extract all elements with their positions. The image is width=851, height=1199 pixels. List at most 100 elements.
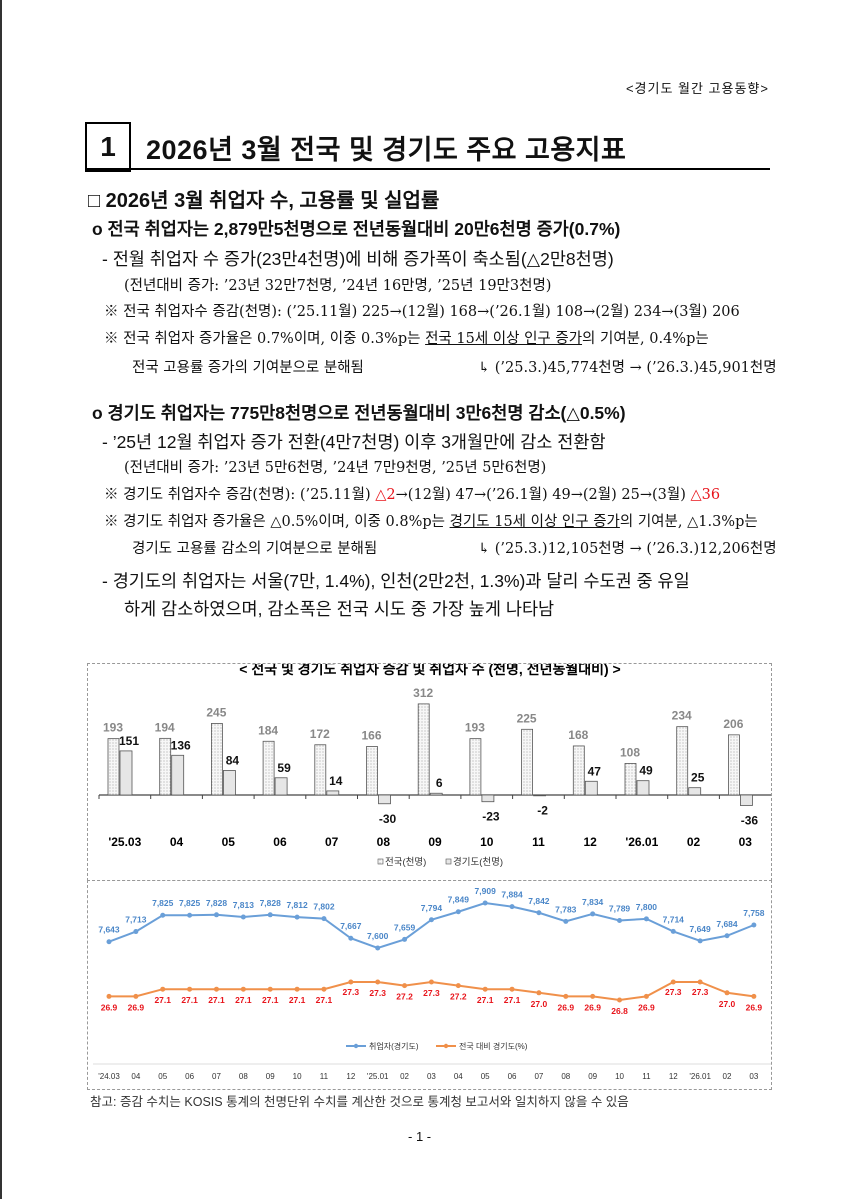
point-employed: [697, 938, 703, 944]
label-gyeonggi: 25: [691, 771, 705, 785]
bar-national: [314, 744, 327, 796]
legend-label: 경기도(천명): [453, 856, 503, 868]
label-gyeonggi: 6: [436, 776, 443, 790]
x-tick-label: 12: [583, 835, 597, 849]
section-heading: □ 2026년 3월 취업자 수, 고용률 및 실업률: [88, 190, 440, 212]
point-employed: [428, 917, 434, 923]
label-gyeonggi: 14: [329, 774, 343, 788]
point-share: [563, 993, 569, 999]
bar-national: [469, 738, 482, 796]
national-note3-population: ↳ (’25.3.)45,774천명 → (’26.3.)45,901천명: [478, 360, 777, 376]
label-national: 312: [413, 686, 433, 700]
data-label-share: 27.2: [450, 992, 467, 1002]
point-employed: [536, 910, 542, 916]
label-national: 108: [620, 745, 640, 759]
data-label-employed: 7,667: [340, 921, 362, 931]
legend-label: 전국(천명): [385, 857, 426, 868]
bar-national: [107, 738, 120, 796]
label-national: 234: [672, 709, 692, 723]
label-national: 206: [723, 717, 743, 731]
x-tick-label: 07: [325, 835, 339, 849]
page-number: - 1 -: [408, 1129, 432, 1144]
point-share: [133, 993, 139, 999]
title-bg: [178, 658, 698, 680]
point-employed: [563, 918, 569, 924]
national-headline: o 전국 취업자는 2,879만5천명으로 전년동월대비 20만6천명 증가(0…: [92, 219, 621, 239]
gyeonggi-sub2-line1: - 경기도의 취업자는 서울(7만, 1.4%), 인천(2만2천, 1.3%)…: [102, 571, 690, 591]
gyeonggi-note1: ※ 경기도 취업자수 증감(천명): (’25.11월) △2→(12월) 47…: [104, 483, 720, 504]
data-label-employed: 7,842: [528, 896, 550, 906]
data-label-share: 27.3: [423, 988, 440, 998]
x-tick-label: 09: [266, 1072, 275, 1081]
text: 의 기여분, △1.3%p는: [619, 514, 758, 530]
point-employed: [590, 911, 596, 917]
gyeonggi-note3-population: ↳ (’25.3.)12,105천명 → (’26.3.)12,206천명: [478, 541, 777, 557]
x-tick-label: 05: [222, 835, 236, 849]
legend-label: 취업자(경기도): [369, 1041, 419, 1051]
point-employed: [267, 912, 273, 918]
gyeonggi-sub2-line2: 하게 감소하였으며, 감소폭은 전국 시도 중 가장 높게 나타남: [124, 599, 555, 619]
label-national: 193: [103, 721, 123, 735]
x-tick-label: '24.03: [98, 1072, 120, 1081]
x-tick-label: 04: [454, 1072, 463, 1081]
bar-gyeonggi: [584, 780, 598, 796]
point-share: [348, 979, 354, 985]
bar-national: [624, 763, 637, 796]
page-edge: [0, 0, 2, 1199]
x-tick-label: 03: [749, 1072, 758, 1081]
negative-value: △36: [690, 487, 721, 503]
x-tick-label: 03: [739, 835, 753, 849]
x-tick-label: 02: [400, 1072, 409, 1081]
x-tick-label: '26.01: [689, 1072, 711, 1081]
point-share: [643, 993, 649, 999]
bar-gyeonggi: [274, 777, 288, 796]
underlined-text: 전국 15세 이상 인구 증가: [425, 331, 583, 347]
section-number-box: 1: [85, 122, 131, 172]
label-national: 184: [258, 723, 278, 737]
point-share: [509, 986, 515, 992]
x-tick-label: '25.01: [367, 1072, 389, 1081]
bar-national: [366, 746, 378, 796]
data-label-employed: 7,909: [475, 886, 497, 896]
data-label-share: 26.9: [558, 1002, 575, 1012]
line-chart-box: 7,643 7,713 7,825 7,825 7,828 7,813 7,828 7,812…: [87, 880, 772, 1090]
point-share: [536, 990, 542, 996]
x-tick-label: 07: [212, 1072, 221, 1081]
x-tick-label: 12: [346, 1072, 355, 1081]
national-sub1-detail: (전년대비 증가: ’23년 32만7천명, ’24년 16만명, ’25년 1…: [124, 278, 552, 294]
legend-swatch: [377, 858, 384, 865]
text: ※ 경기도 취업자수 증감(천명): (’25.11월): [104, 487, 376, 503]
point-employed: [375, 945, 381, 951]
bar-national: [521, 728, 534, 796]
point-employed: [617, 917, 623, 923]
x-tick-label: 02: [687, 835, 701, 849]
data-label-share: 27.2: [396, 992, 413, 1002]
label-national: 193: [465, 721, 485, 735]
point-share: [321, 986, 327, 992]
bar-national: [211, 723, 223, 796]
text: →(12월) 47→(’26.1월) 49→(2월) 25→(3월): [395, 487, 691, 503]
point-share: [375, 979, 381, 985]
x-tick-label: 11: [320, 1072, 329, 1081]
data-label-share: 27.3: [369, 988, 386, 998]
data-label-share: 27.1: [154, 995, 171, 1005]
data-label-share: 27.1: [235, 995, 252, 1005]
text: 의 기여분, 0.4%p는: [582, 331, 709, 347]
bar-chart-box: < 전국 및 경기도 취업자 증감 및 취업자 수 (천명, 전년동월대비) >…: [87, 658, 772, 881]
text: ※ 전국 취업자 증가율은 0.7%이며, 이중 0.3%p는: [104, 331, 426, 347]
data-label-share: 27.1: [262, 995, 279, 1005]
point-employed: [348, 935, 354, 941]
bar-gyeonggi: [533, 794, 547, 797]
data-label-employed: 7,713: [125, 915, 147, 925]
data-label-share: 27.0: [719, 999, 736, 1009]
negative-value: △2: [375, 487, 396, 503]
gyeonggi-sub1-detail: (전년대비 증가: ’23년 5만6천명, ’24년 7만9천명, ’25년 5…: [124, 460, 547, 476]
national-note2: ※ 전국 취업자 증가율은 0.7%이며, 이중 0.3%p는 전국 15세 이…: [104, 327, 709, 348]
point-employed: [670, 928, 676, 934]
label-national: 166: [361, 729, 381, 743]
data-label-employed: 7,684: [716, 919, 738, 929]
line-chart: 7,643 7,713 7,825 7,825 7,828 7,813 7,828 7,812…: [93, 886, 771, 1081]
bar-gyeonggi: [326, 790, 340, 796]
data-label-employed: 7,714: [663, 914, 685, 924]
data-label-share: 27.3: [343, 987, 360, 997]
